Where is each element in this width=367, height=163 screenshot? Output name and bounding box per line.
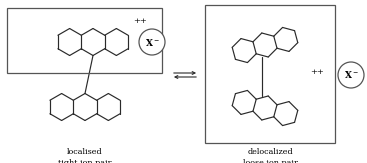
Bar xyxy=(7,8,162,73)
Text: X$^-$: X$^-$ xyxy=(145,37,159,47)
Text: X$^-$: X$^-$ xyxy=(344,69,359,81)
Circle shape xyxy=(338,62,364,88)
Text: ++: ++ xyxy=(133,17,147,25)
Text: localised
tight ion pair: localised tight ion pair xyxy=(58,148,112,163)
Text: delocalized
loose ion pair: delocalized loose ion pair xyxy=(243,148,297,163)
Circle shape xyxy=(139,29,165,55)
Bar xyxy=(205,5,335,143)
Text: ++: ++ xyxy=(310,68,324,76)
